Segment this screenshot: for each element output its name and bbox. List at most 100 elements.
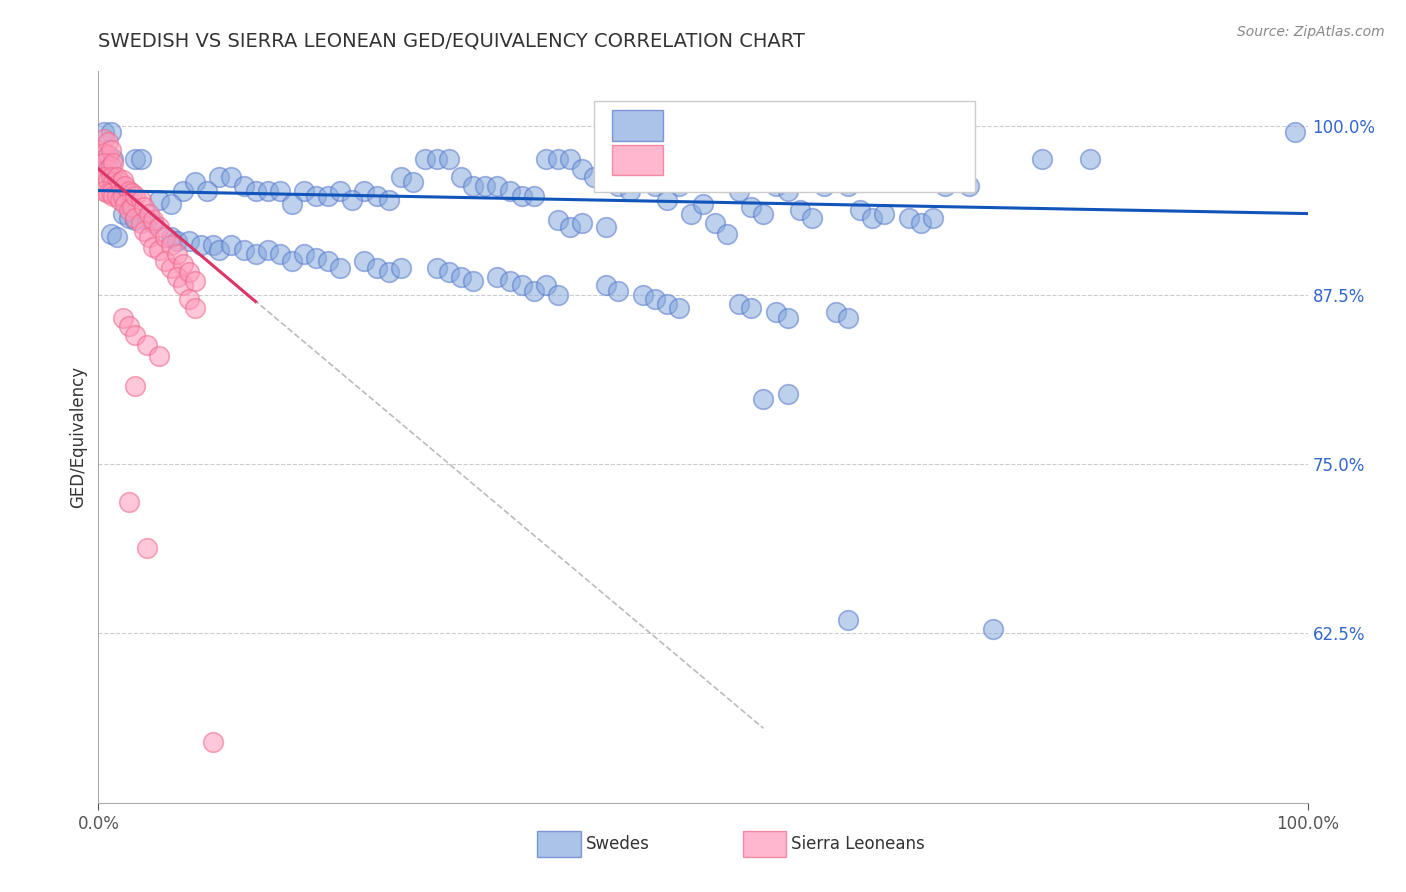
Text: Sierra Leoneans: Sierra Leoneans [792,835,925,853]
Point [142,216,165,230]
Point [166,234,188,248]
FancyBboxPatch shape [537,830,581,857]
Point [135,213,157,227]
Point [668,179,690,194]
Point [437,265,460,279]
Point [558,153,581,167]
Point [269,247,291,261]
Point [172,184,194,198]
Point [292,247,315,261]
Point [765,179,787,194]
Point [184,274,207,288]
Point [789,202,811,217]
Point [135,338,157,352]
FancyBboxPatch shape [613,145,664,175]
Point [426,260,449,275]
FancyBboxPatch shape [595,101,976,192]
Point [138,206,160,220]
Point [172,257,194,271]
Point [118,318,141,333]
Point [897,211,920,225]
Point [160,260,183,275]
Point [166,247,188,261]
Point [353,184,375,198]
Point [776,386,799,401]
Point [148,220,170,235]
Point [97,135,120,149]
Point [245,184,267,198]
Point [316,189,339,203]
Point [655,297,678,311]
Point [740,200,762,214]
Point [138,229,160,244]
Point [583,169,606,184]
Point [184,301,207,316]
Point [486,179,509,194]
Point [108,176,131,190]
Point [498,184,520,198]
Point [153,229,176,244]
Point [631,176,654,190]
Point [692,197,714,211]
Point [184,176,207,190]
Point [910,216,932,230]
Point [190,237,212,252]
Point [426,153,449,167]
Point [873,206,896,220]
Point [450,270,472,285]
Point [486,270,509,285]
Point [100,169,122,184]
Point [377,193,399,207]
Point [728,184,751,198]
Point [121,200,143,214]
Point [97,172,120,186]
Point [256,184,278,198]
Point [166,270,188,285]
Point [105,229,128,244]
Point [160,237,183,252]
Point [860,211,883,225]
Point [179,265,201,279]
Point [402,176,425,190]
Point [100,143,122,157]
Point [93,145,115,160]
Point [232,243,254,257]
Point [208,243,231,257]
Point [366,260,388,275]
Point [716,176,738,190]
Point [366,189,388,203]
Point [105,189,128,203]
Point [377,265,399,279]
Point [571,216,593,230]
Point [1031,153,1053,167]
Point [547,213,569,227]
Point [160,229,183,244]
Point [342,193,364,207]
Point [716,227,738,241]
Point [93,184,115,198]
Point [108,193,131,207]
Text: R = -0.018   N = 103: R = -0.018 N = 103 [672,116,860,134]
Point [142,240,165,254]
Point [111,189,134,203]
Point [679,206,702,220]
Point [97,148,120,162]
Point [208,169,231,184]
Point [849,202,872,217]
Point [232,179,254,194]
Point [148,193,170,207]
Point [202,735,225,749]
Point [281,197,304,211]
Point [837,179,859,194]
Point [93,153,115,167]
Point [510,278,533,293]
Point [134,224,156,238]
Point [124,211,146,225]
Point [129,153,152,167]
Point [129,216,152,230]
Point [498,274,520,288]
Point [93,125,115,139]
Point [607,284,630,298]
Point [93,169,115,184]
Point [474,179,496,194]
